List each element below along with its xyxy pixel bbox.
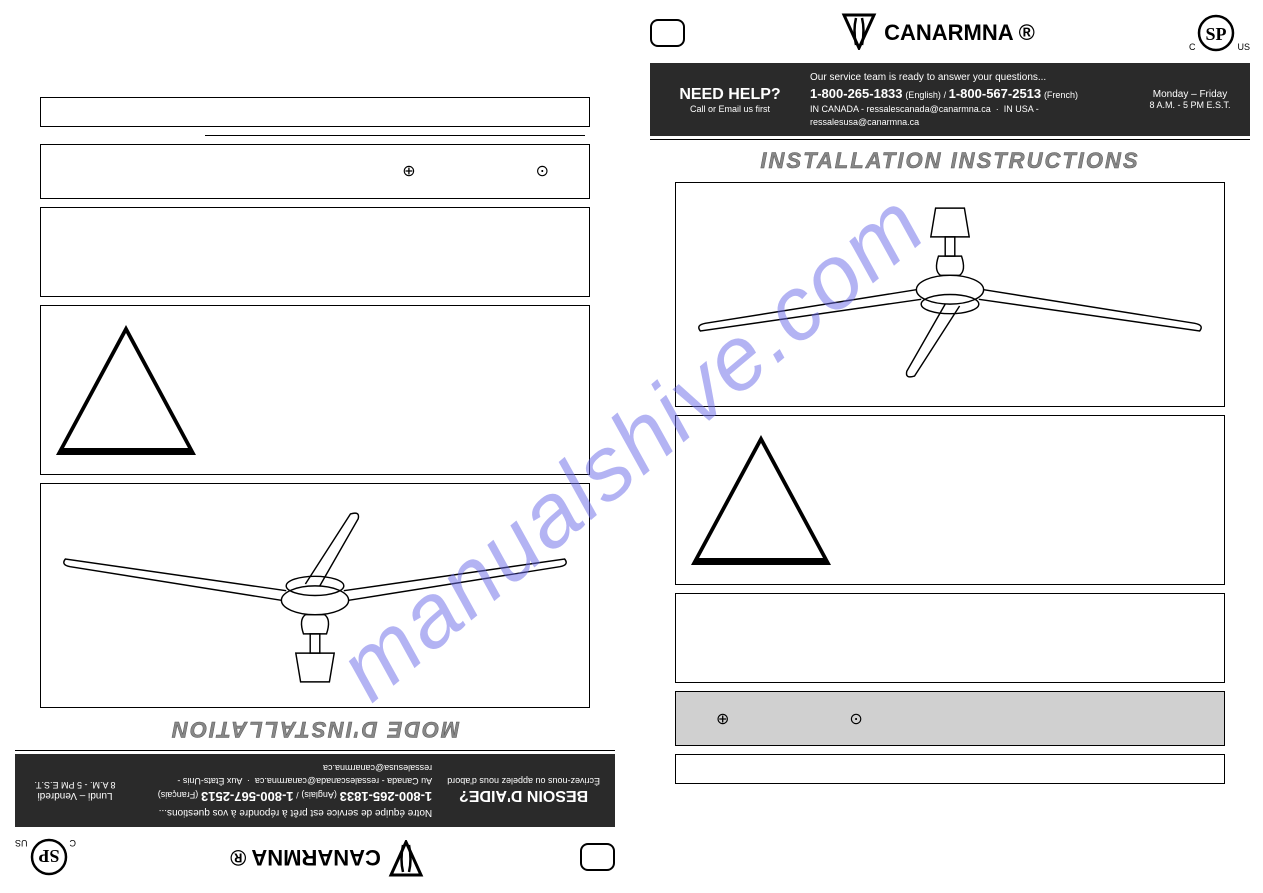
page-english: CANARMNA® C SP US NEED HELP? Call or Ema… <box>640 5 1260 885</box>
ceiling-fan-icon-fr <box>51 494 579 697</box>
underline-fr <box>205 135 585 136</box>
symbols-box: ⊕ ⊙ <box>675 691 1225 746</box>
divider-line-fr <box>15 750 615 751</box>
fan-illustration-box <box>675 182 1225 407</box>
bottom-box <box>675 754 1225 784</box>
fan-illustration-box-fr <box>40 483 590 708</box>
section-title-en: INSTALLATION INSTRUCTIONS <box>640 148 1260 174</box>
page-number-badge <box>650 19 685 47</box>
help-email-ca: ressalescanada@canarmna.ca <box>867 104 991 114</box>
power-symbol-icon-fr: ⊙ <box>536 161 549 181</box>
help-hours-time: 8 A.M. - 5 PM E.S.T. <box>1145 100 1235 110</box>
ground-symbol-icon: ⊕ <box>716 709 729 729</box>
brand-block-fr: CANARMNA® <box>230 835 426 881</box>
help-hours-days: Monday – Friday <box>1145 89 1235 100</box>
warning-triangle-down-icon <box>56 325 196 455</box>
brand-name-fr: CANARMNA <box>251 845 381 871</box>
svg-text:SP: SP <box>38 847 59 867</box>
help-content-fr: Notre équipe de service est prêt à répon… <box>135 762 432 819</box>
registered-mark-fr: ® <box>230 845 246 871</box>
help-hours-days-fr: Lundi – Vendredi <box>30 790 120 801</box>
section-title-fr: MODE D'INSTALLATION <box>5 716 625 742</box>
help-title-block-fr: BESOIN D'AIDE? Écrivez-nous ou appelez n… <box>447 776 600 804</box>
help-tagline-fr: Notre équipe de service est prêt à répon… <box>135 805 432 819</box>
help-title-fr: BESOIN D'AIDE? <box>447 786 600 804</box>
cert-logo-block-fr: C SP US <box>15 839 76 877</box>
help-email-us-label: IN USA - <box>1004 104 1039 114</box>
help-email-us: ressalesusa@canarmna.ca <box>810 117 919 127</box>
help-subtitle: Call or Email us first <box>665 104 795 114</box>
help-subtitle-fr: Écrivez-nous ou appelez nous d'abord <box>447 776 600 786</box>
help-hours-block-fr: Lundi – Vendredi 8 A.M. - 5 PM E.S.T. <box>30 780 120 801</box>
cert-right-label: US <box>1237 42 1250 52</box>
svg-text:SP: SP <box>1206 24 1227 44</box>
help-bar-en: NEED HELP? Call or Email us first Our se… <box>650 63 1250 136</box>
ground-symbol-icon-fr: ⊕ <box>402 161 415 181</box>
help-phone-1-fr: 1-800-265-1833 <box>340 789 433 804</box>
warning-box-fr <box>40 305 590 475</box>
cert-left-label: C <box>1189 42 1196 52</box>
cert-left-label-fr: C <box>70 839 77 849</box>
brand-logo-icon <box>839 10 879 56</box>
csa-cert-icon-fr: SP <box>30 839 68 877</box>
brand-name: CANARMNA <box>884 20 1014 46</box>
help-content: Our service team is ready to answer your… <box>810 71 1130 128</box>
warning-triangle-icon <box>691 435 831 565</box>
help-title-block: NEED HELP? Call or Email us first <box>665 86 795 114</box>
header-en: CANARMNA® C SP US <box>640 5 1260 60</box>
help-phone-2-fr: 1-800-567-2513 <box>201 789 294 804</box>
ceiling-fan-icon <box>686 193 1214 396</box>
help-email-ca-label-fr: Au Canada - <box>382 776 433 786</box>
page-number-badge-fr <box>580 844 615 872</box>
help-phone-1-note-fr: (Anglais) <box>301 790 337 800</box>
brand-block: CANARMNA® <box>839 10 1035 56</box>
info-box-fr <box>40 207 590 297</box>
divider-line <box>650 139 1250 140</box>
warning-box-en <box>675 415 1225 585</box>
help-phone-1-note: (English) <box>905 90 941 100</box>
help-phone-1: 1-800-265-1833 <box>810 86 903 101</box>
page-french: CANARMNA® C SP US BESOIN D'AIDE? Écrivez… <box>5 5 625 885</box>
help-title: NEED HELP? <box>665 86 795 104</box>
power-symbol-icon: ⊙ <box>849 709 862 729</box>
help-hours-block: Monday – Friday 8 A.M. - 5 PM E.S.T. <box>1145 89 1235 110</box>
csa-cert-icon: SP <box>1197 14 1235 52</box>
help-email-ca-fr: ressalescanada@canarmna.ca <box>255 776 379 786</box>
info-box-1 <box>675 593 1225 683</box>
cert-logo-block: C SP US <box>1189 14 1250 52</box>
help-email-us-fr: ressalesusa@canarmna.ca <box>323 763 432 773</box>
registered-mark: ® <box>1019 20 1035 46</box>
top-box-fr <box>40 97 590 127</box>
brand-logo-icon-fr <box>386 835 426 881</box>
symbols-box-fr: ⊙ ⊕ <box>40 144 590 199</box>
help-phone-2: 1-800-567-2513 <box>949 86 1042 101</box>
help-phone-2-note: (French) <box>1044 90 1078 100</box>
help-email-ca-label: IN CANADA - <box>810 104 864 114</box>
help-email-us-label-fr: Aux États-Unis - <box>177 776 242 786</box>
help-tagline: Our service team is ready to answer your… <box>810 71 1130 85</box>
help-phone-2-note-fr: (Français) <box>158 790 199 800</box>
header-fr: CANARMNA® C SP US <box>5 830 625 885</box>
help-hours-time-fr: 8 A.M. - 5 PM E.S.T. <box>30 780 120 790</box>
cert-right-label-fr: US <box>15 839 28 849</box>
help-bar-fr: BESOIN D'AIDE? Écrivez-nous ou appelez n… <box>15 754 615 827</box>
